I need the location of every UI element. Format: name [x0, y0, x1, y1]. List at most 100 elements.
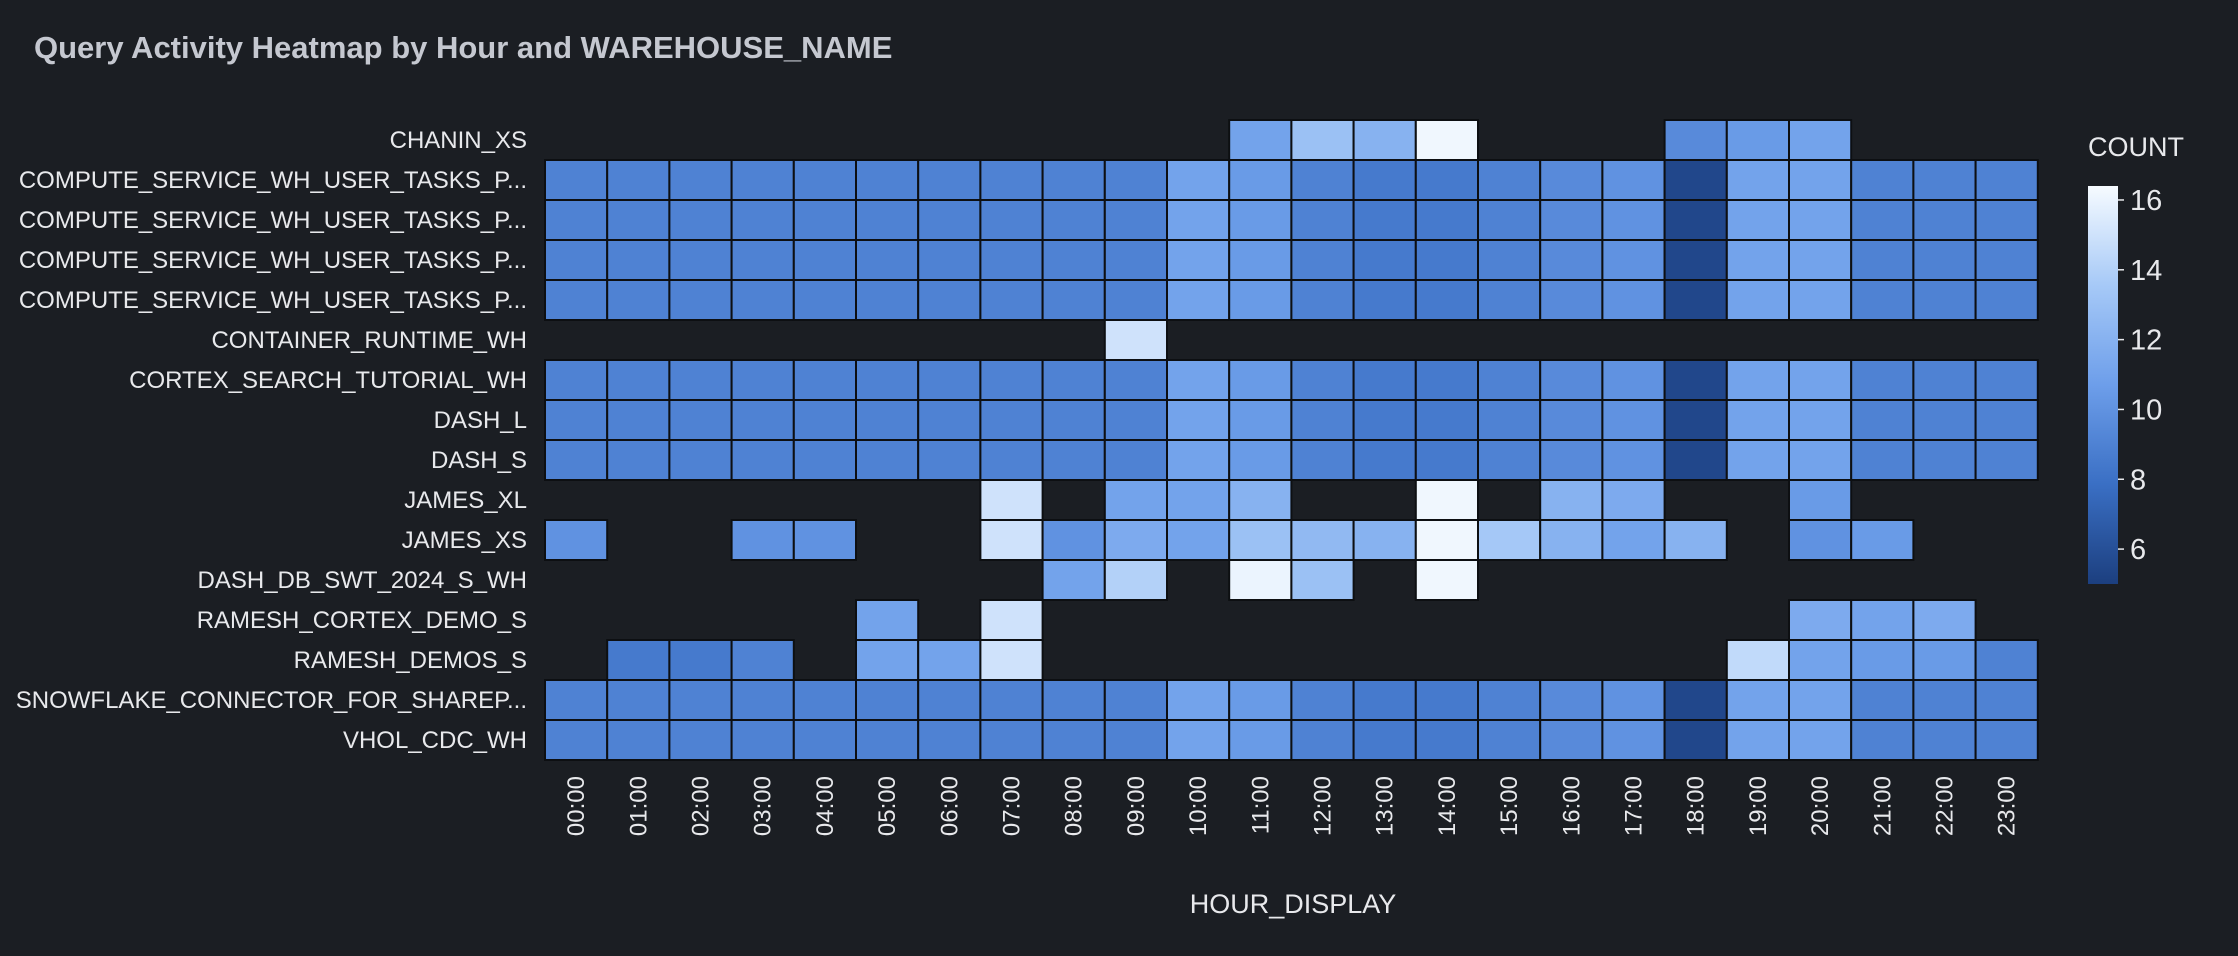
- heatmap-cell: [792, 279, 857, 321]
- heatmap-cell: [1290, 719, 1355, 761]
- heatmap-cell: [1788, 439, 1853, 481]
- heatmap-cell: [1352, 719, 1417, 761]
- legend-tick-label: 16: [2130, 185, 2162, 217]
- heatmap-cell: [1290, 359, 1355, 401]
- heatmap-cell: [668, 359, 733, 401]
- heatmap-cell: [1788, 199, 1853, 241]
- legend-tick-label: 14: [2130, 255, 2162, 287]
- heatmap-cell: [1912, 199, 1977, 241]
- heatmap-cell: [606, 279, 671, 321]
- heatmap-cell: [979, 679, 1044, 721]
- heatmap-cell: [1166, 519, 1231, 561]
- y-tick-label: VHOL_CDC_WH: [343, 727, 527, 754]
- heatmap-cell: [792, 199, 857, 241]
- heatmap-cell: [1601, 239, 1666, 281]
- heatmap-cell: [979, 439, 1044, 481]
- x-tick-label: 10:00: [1185, 776, 1212, 836]
- heatmap-cell: [1166, 679, 1231, 721]
- x-axis-title: HOUR_DISPLAY: [1190, 889, 1397, 919]
- heatmap-cell: [1788, 719, 1853, 761]
- heatmap-cell: [1352, 679, 1417, 721]
- heatmap-cell: [1041, 239, 1106, 281]
- heatmap-cell: [1974, 239, 2039, 281]
- heatmap-cell: [1477, 719, 1542, 761]
- heatmap-cell: [1352, 199, 1417, 241]
- heatmap-cell: [1850, 399, 1915, 441]
- heatmap-cell: [668, 239, 733, 281]
- heatmap-cell: [1601, 399, 1666, 441]
- x-tick-label: 17:00: [1621, 776, 1648, 836]
- heatmap-cell: [544, 359, 609, 401]
- heatmap-cell: [1228, 479, 1293, 521]
- x-tick-label: 22:00: [1932, 776, 1959, 836]
- x-tick-label: 03:00: [750, 776, 777, 836]
- heatmap-cell: [1912, 359, 1977, 401]
- y-tick-label: COMPUTE_SERVICE_WH_USER_TASKS_P...: [19, 247, 527, 274]
- heatmap-cell: [606, 639, 671, 681]
- heatmap-cell: [1477, 239, 1542, 281]
- y-tick-label: DASH_L: [434, 407, 527, 434]
- heatmap-cell: [1788, 479, 1853, 521]
- heatmap-cell: [606, 439, 671, 481]
- heatmap-cell: [1539, 159, 1604, 201]
- heatmap-cell: [1725, 399, 1791, 441]
- heatmap-cell: [792, 719, 857, 761]
- heatmap-cell: [1850, 639, 1915, 681]
- heatmap-cell: [1539, 439, 1604, 481]
- heatmap-cell: [1601, 519, 1666, 561]
- heatmap-cell: [544, 279, 609, 321]
- heatmap-cell: [1352, 359, 1417, 401]
- heatmap-cell: [1539, 239, 1604, 281]
- heatmap-cell: [1539, 399, 1604, 441]
- x-tick-label: 05:00: [874, 776, 901, 836]
- heatmap-cell: [1663, 439, 1728, 481]
- heatmap-cell: [917, 359, 982, 401]
- heatmap-cell: [1166, 719, 1231, 761]
- heatmap-cell: [1663, 199, 1728, 241]
- heatmap-cell: [792, 679, 857, 721]
- heatmap-cell: [1850, 439, 1915, 481]
- heatmap-cell: [1601, 719, 1666, 761]
- heatmap-cell: [855, 199, 920, 241]
- heatmap-cell: [855, 599, 920, 641]
- heatmap-cell: [606, 679, 671, 721]
- heatmap-cell: [668, 199, 733, 241]
- legend-ticks: 6 8 10 12 14 16: [2118, 185, 2162, 566]
- heatmap-cell: [668, 679, 733, 721]
- heatmap-cell: [1352, 279, 1417, 321]
- heatmap-cell: [1601, 439, 1666, 481]
- heatmap-cell: [1974, 439, 2039, 481]
- heatmap-cell: [1477, 199, 1542, 241]
- heatmap-cell: [1414, 719, 1480, 761]
- heatmap-cell: [730, 719, 795, 761]
- heatmap-cell: [668, 159, 733, 201]
- heatmap-cell: [1601, 159, 1666, 201]
- heatmap-cell: [544, 439, 609, 481]
- y-tick-label: COMPUTE_SERVICE_WH_USER_TASKS_P...: [19, 167, 527, 194]
- heatmap-cell: [544, 159, 609, 201]
- x-axis-labels: 00:00 01:00 02:00 03:00 04:00 05:00 06:00 07:00…: [563, 776, 2021, 836]
- heatmap-cell: [1912, 159, 1977, 201]
- heatmap-cell: [1352, 399, 1417, 441]
- y-tick-label: CONTAINER_RUNTIME_WH: [211, 327, 527, 354]
- heatmap-cell: [1974, 639, 2039, 681]
- heatmap-cell: [1228, 439, 1293, 481]
- heatmap-cell: [1414, 359, 1480, 401]
- heatmap-cell: [1663, 159, 1728, 201]
- heatmap-cells: [544, 119, 2039, 761]
- y-tick-label: DASH_S: [431, 447, 527, 474]
- heatmap-cell: [1166, 359, 1231, 401]
- legend-tick-label: 10: [2130, 394, 2162, 426]
- heatmap-cell: [1477, 399, 1542, 441]
- color-legend: COUNT 6 8 10 12 14 16: [2088, 132, 2184, 584]
- heatmap-cell: [1166, 199, 1231, 241]
- x-tick-label: 07:00: [999, 776, 1026, 836]
- heatmap-cell: [606, 359, 671, 401]
- x-tick-label: 11:00: [1247, 776, 1274, 834]
- heatmap-cell: [1850, 359, 1915, 401]
- heatmap-cell: [855, 399, 920, 441]
- heatmap-cell: [1352, 439, 1417, 481]
- heatmap-cell: [1103, 519, 1169, 561]
- x-tick-label: 23:00: [1994, 776, 2021, 836]
- x-tick-label: 01:00: [625, 776, 652, 836]
